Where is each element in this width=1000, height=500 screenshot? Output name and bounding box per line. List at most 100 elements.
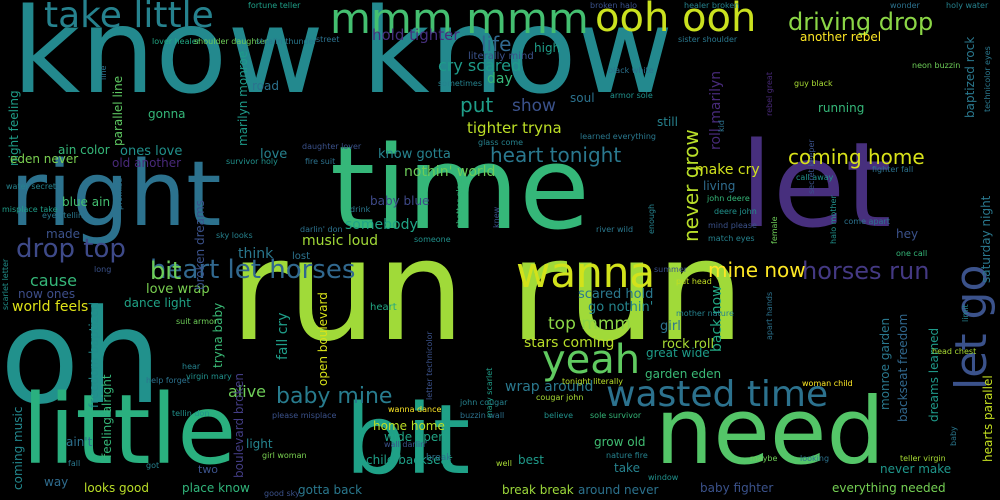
- word: tonight literally: [562, 377, 624, 386]
- word: place know: [182, 481, 250, 495]
- word: match eyes: [708, 234, 755, 243]
- word: dreams learned: [927, 327, 941, 422]
- word: summer: [654, 265, 688, 274]
- word: top mmm: [548, 314, 631, 334]
- word: good sky: [264, 489, 300, 498]
- word: baby: [949, 426, 958, 446]
- word: best: [518, 453, 544, 467]
- word: wanna: [516, 248, 656, 297]
- word: coming home: [788, 145, 925, 169]
- word: two: [198, 463, 219, 476]
- word: baby blue: [370, 194, 430, 208]
- word: looking: [800, 454, 830, 463]
- word: healer broken: [684, 1, 740, 10]
- word: nothin' world: [404, 164, 496, 180]
- word: apart hands: [765, 291, 774, 340]
- word: looks good: [84, 481, 149, 495]
- word: please misplace: [272, 411, 337, 420]
- word: well: [496, 459, 512, 468]
- word: guy black: [794, 79, 833, 88]
- word: eyes tellin: [42, 211, 84, 220]
- word: put head: [676, 277, 712, 286]
- word: wide open: [384, 430, 446, 444]
- word: driving drop: [788, 8, 934, 36]
- word: know gotta: [378, 147, 451, 162]
- word: mmm mmm: [330, 0, 589, 43]
- word: survivor holy: [226, 157, 278, 166]
- word: one call: [896, 249, 928, 258]
- word: road: [252, 79, 279, 93]
- word: fighter fall: [872, 165, 914, 174]
- word: high: [534, 41, 561, 55]
- word: soul: [570, 91, 595, 105]
- word: yeah: [542, 337, 641, 383]
- word: music loud: [302, 233, 379, 249]
- word: john cougar: [460, 398, 508, 407]
- word: ones love: [120, 144, 183, 159]
- word: lost: [292, 251, 311, 262]
- word: suit armor: [176, 317, 218, 326]
- word: got: [146, 461, 160, 470]
- word: line: [99, 65, 108, 80]
- word: fall: [68, 459, 81, 468]
- word: world feels: [12, 299, 89, 315]
- word: bit: [345, 384, 471, 496]
- word: make cry: [695, 162, 760, 178]
- word: broken dreams: [193, 200, 207, 290]
- word: come apart: [844, 217, 890, 226]
- word: scared hold: [578, 287, 654, 302]
- word: nature fire: [606, 451, 648, 460]
- word: rock roll: [662, 337, 715, 352]
- word: heart: [370, 302, 397, 313]
- word: sister shoulder: [678, 35, 738, 44]
- word: feeling alright: [100, 374, 114, 458]
- word: mary scarlet: [485, 367, 494, 418]
- word: alive: [228, 382, 267, 401]
- word: believe: [544, 411, 574, 420]
- word: wrap around: [505, 379, 594, 395]
- word: mother nature: [676, 309, 734, 318]
- word: knew: [492, 206, 501, 228]
- word: girl: [660, 319, 681, 334]
- word: living: [703, 179, 736, 193]
- word: blue ain: [62, 195, 111, 209]
- word: back now: [709, 285, 725, 352]
- word: take: [614, 461, 640, 475]
- word: hold tighter: [372, 26, 460, 44]
- word: mind please: [708, 221, 757, 230]
- word: sole survivor: [590, 411, 642, 420]
- word: tighter tryna: [467, 119, 562, 137]
- word: around never: [578, 483, 659, 497]
- word: eden never: [10, 152, 79, 166]
- word: learned everything: [580, 132, 656, 141]
- word: wanna dance: [388, 405, 442, 414]
- word: technicolor eyes: [983, 46, 992, 112]
- word: roll marilyn: [708, 70, 724, 150]
- word: letter technicolor: [425, 331, 434, 400]
- word: break: [426, 453, 452, 463]
- word: cougar john: [536, 393, 584, 402]
- word: freedom baptized: [87, 301, 101, 408]
- word: maybe: [750, 454, 778, 463]
- word: home home: [373, 419, 445, 433]
- word: light: [246, 437, 273, 451]
- word: fire suit: [305, 157, 336, 166]
- word: heart let horses: [150, 255, 356, 285]
- word: time: [330, 122, 590, 256]
- word: river wild: [596, 225, 634, 234]
- word: kid: [717, 120, 726, 132]
- word: fall cry: [275, 312, 291, 360]
- word: marilyn monroe: [236, 50, 250, 146]
- word: somebody: [345, 217, 418, 233]
- word: grow old: [594, 435, 646, 449]
- word: street: [316, 35, 340, 44]
- word: gotta back: [298, 483, 363, 497]
- word: love: [260, 147, 288, 162]
- word: think: [238, 246, 274, 262]
- word: shatter glass: [455, 176, 464, 228]
- word: love wrap: [146, 282, 210, 297]
- word: know know: [12, 0, 674, 120]
- word: now ones: [18, 287, 76, 301]
- word: show: [512, 96, 556, 116]
